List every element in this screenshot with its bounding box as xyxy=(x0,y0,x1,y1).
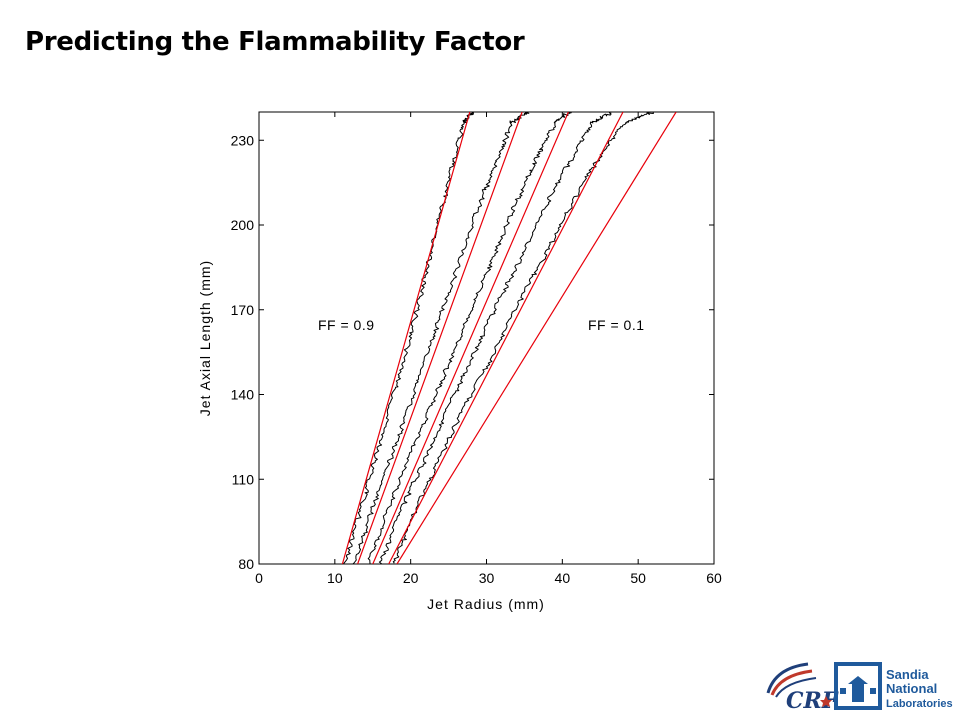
sandia-logo-line-1: Sandia xyxy=(886,667,929,682)
measured-boundary-line xyxy=(367,112,573,564)
x-tick-label: 0 xyxy=(255,570,263,586)
x-tick-label: 30 xyxy=(479,570,495,586)
y-tick-label: 80 xyxy=(238,556,254,572)
annotation-ff-low: FF = 0.1 xyxy=(588,317,645,333)
x-axis-title: Jet Radius (mm) xyxy=(427,596,545,612)
series-layer xyxy=(341,112,677,564)
x-tick-label: 20 xyxy=(403,570,419,586)
sandia-logo-line-2: National xyxy=(886,681,937,696)
predicted-flammability-line xyxy=(388,112,624,564)
x-tick-label: 50 xyxy=(630,570,646,586)
y-tick-label: 170 xyxy=(231,302,255,318)
y-tick-label: 140 xyxy=(231,387,255,403)
predicted-flammability-line xyxy=(396,112,677,564)
y-tick-label: 110 xyxy=(232,471,255,487)
x-tick-label: 60 xyxy=(706,570,722,586)
crf-logo-icon: CRF xyxy=(766,662,839,714)
y-tick-label: 200 xyxy=(231,217,255,233)
measured-boundary-line xyxy=(343,112,474,564)
annotation-ff-high: FF = 0.9 xyxy=(318,317,375,333)
y-axis-title: Jet Axial Length (mm) xyxy=(197,260,213,416)
sandia-logo-line-3: Laboratories xyxy=(886,698,953,710)
y-tick-label: 230 xyxy=(231,132,255,148)
measured-boundary-line xyxy=(392,112,657,564)
predicted-flammability-line xyxy=(341,112,471,564)
measured-boundary-line xyxy=(352,112,530,564)
measured-boundary-line xyxy=(378,112,613,564)
axis-layer: 0 10 20 30 40 50 60 80 110 140 170 200 230 xyxy=(231,112,722,586)
predicted-flammability-line xyxy=(372,112,569,564)
sandia-thunderbird-icon xyxy=(834,662,882,710)
x-tick-label: 10 xyxy=(327,570,343,586)
predicted-flammability-line xyxy=(357,112,523,564)
x-tick-label: 40 xyxy=(555,570,571,586)
page-title: Predicting the Flammability Factor xyxy=(25,27,525,57)
